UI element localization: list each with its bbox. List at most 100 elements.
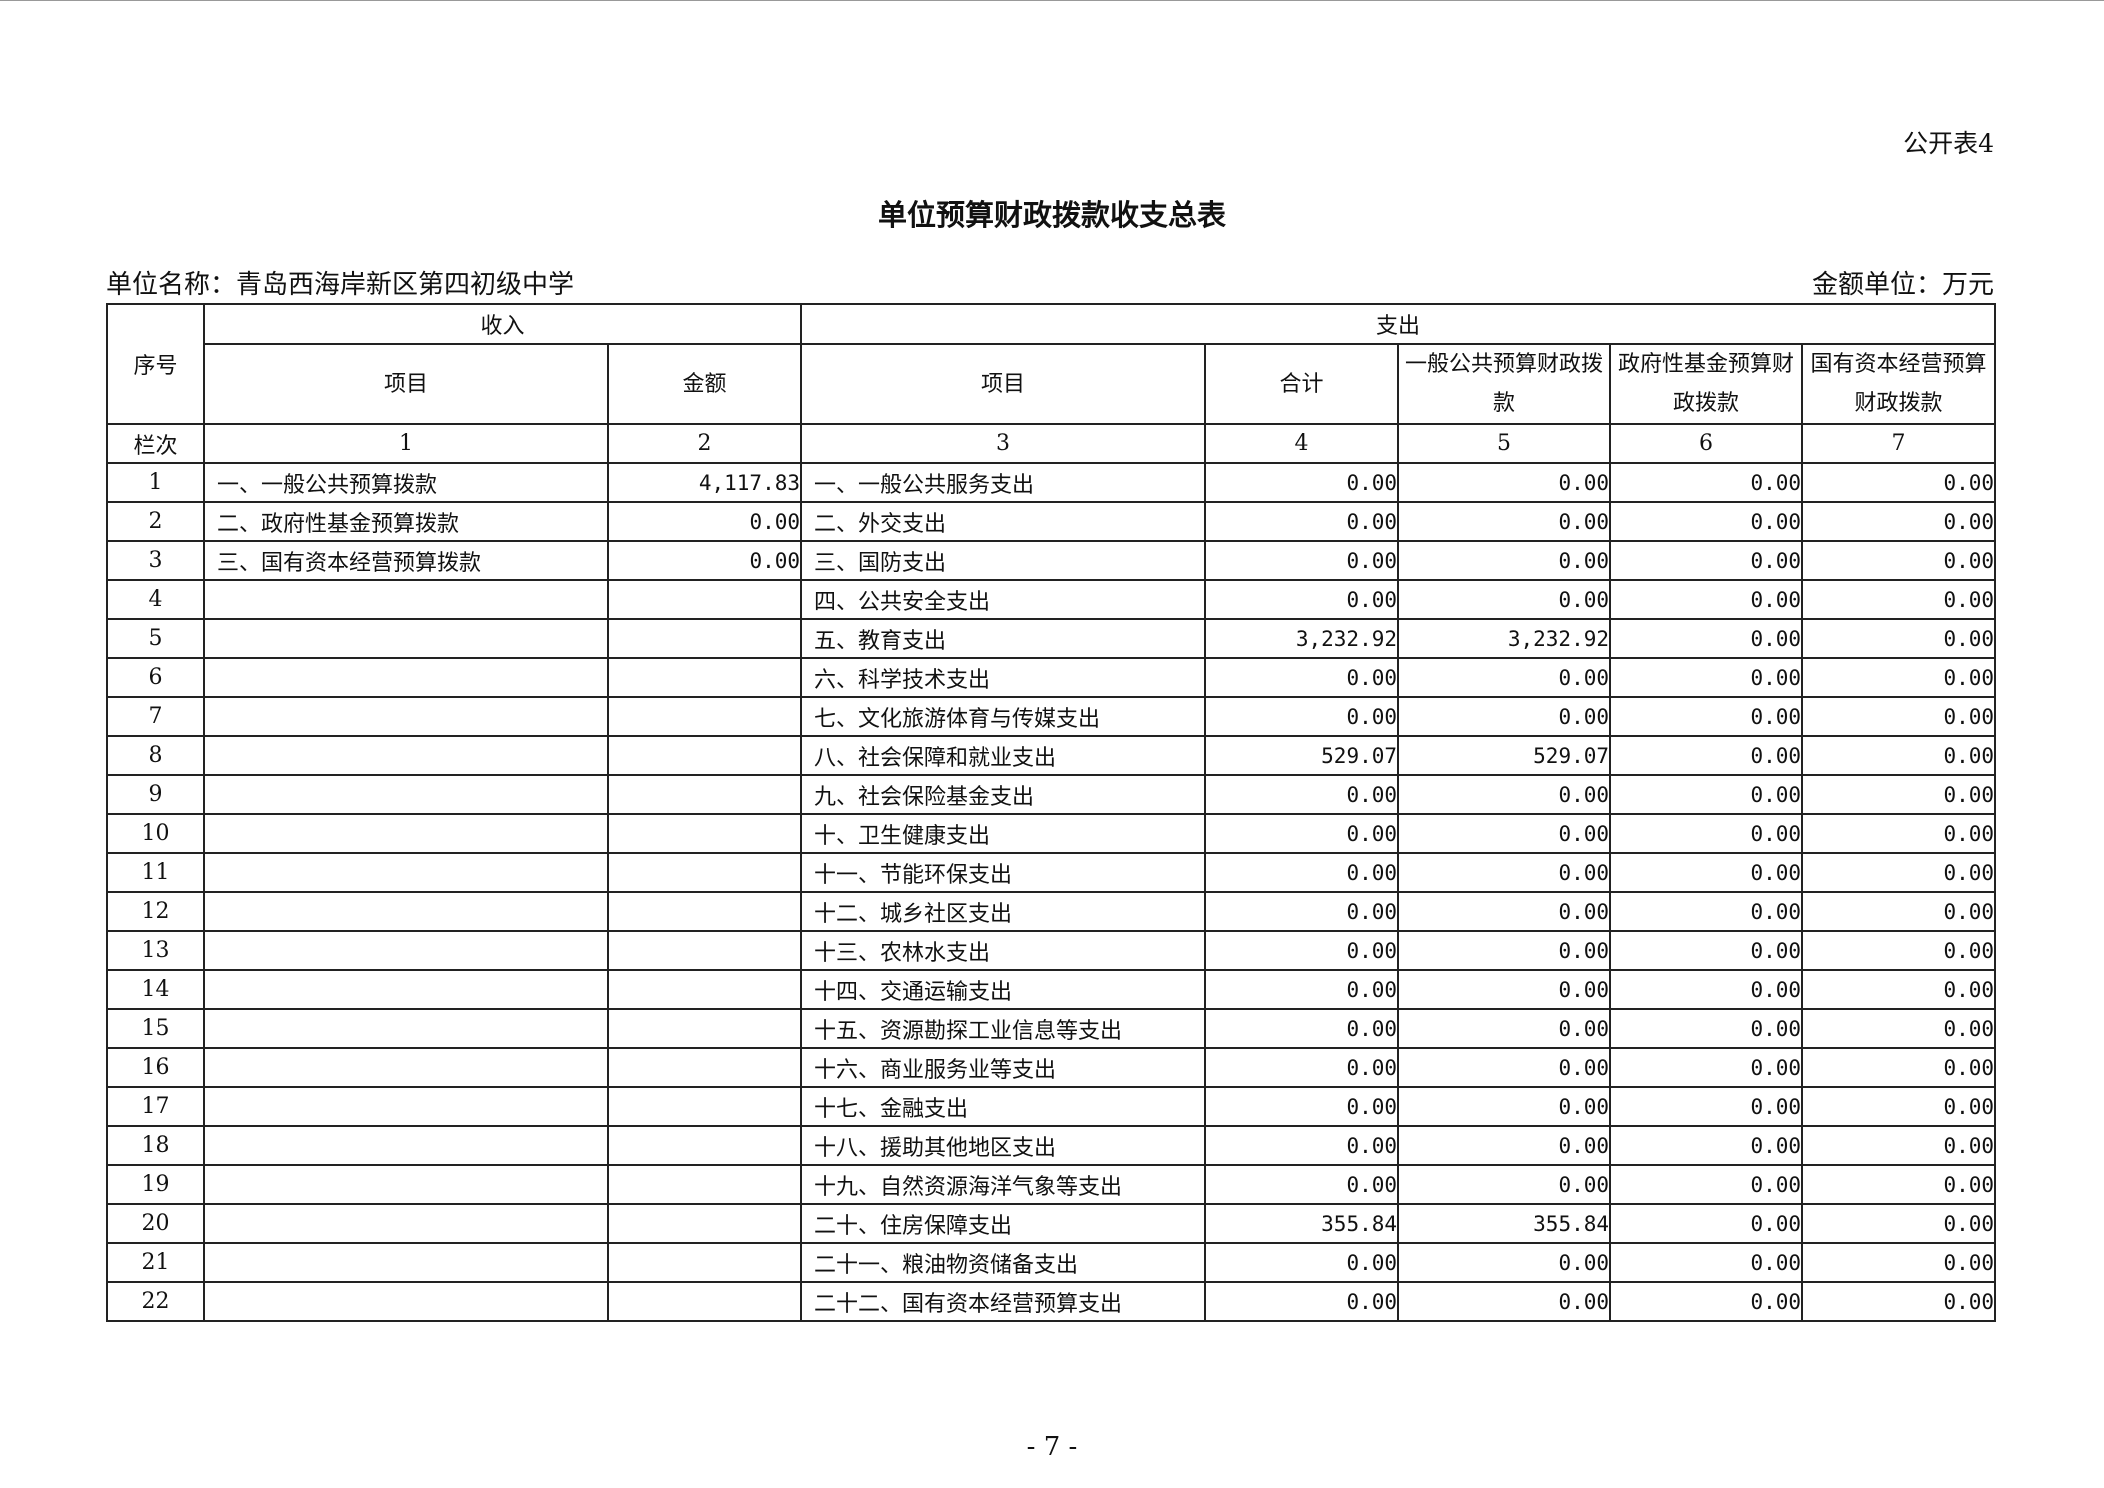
expense-state-capital: 0.00 [1801, 1125, 1997, 1166]
expense-general: 0.00 [1397, 774, 1612, 815]
expense-total: 0.00 [1204, 1281, 1400, 1322]
income-item [203, 852, 609, 893]
table-row: 11 十一、节能环保支出 0.00 0.00 0.00 0.00 [106, 852, 1997, 893]
income-item [203, 1047, 609, 1088]
table-row: 3 三、国有资本经营预算拨款 0.00 三、国防支出 0.00 0.00 0.00 0.00 [106, 540, 1997, 581]
row-seq: 5 [106, 618, 205, 659]
expense-total: 0.00 [1204, 696, 1400, 737]
row-seq: 18 [106, 1125, 205, 1166]
expense-total: 3,232.92 [1204, 618, 1400, 659]
expense-total: 0.00 [1204, 501, 1400, 542]
table-row: 21 二十一、粮油物资储备支出 0.00 0.00 0.00 0.00 [106, 1242, 1997, 1283]
expense-state-capital: 0.00 [1801, 618, 1997, 659]
row-seq: 13 [106, 930, 205, 971]
income-amount [606, 1203, 803, 1244]
header-expense-item: 项目 [800, 343, 1207, 425]
expense-total: 0.00 [1204, 930, 1400, 971]
row-seq: 3 [106, 540, 205, 581]
expense-general: 0.00 [1397, 1047, 1612, 1088]
income-item: 三、国有资本经营预算拨款 [203, 540, 609, 581]
col-num: 4 [1204, 423, 1400, 464]
income-item [203, 657, 609, 698]
expense-item: 十三、农林水支出 [800, 930, 1207, 971]
expense-item: 二十二、国有资本经营预算支出 [800, 1281, 1207, 1322]
header-fund: 政府性基金预算财政拨款 [1609, 343, 1804, 425]
header-income-amount: 金额 [606, 343, 803, 425]
expense-general: 0.00 [1397, 540, 1612, 581]
row-seq: 9 [106, 774, 205, 815]
expense-item: 十四、交通运输支出 [800, 969, 1207, 1010]
table-row: 13 十三、农林水支出 0.00 0.00 0.00 0.00 [106, 930, 1997, 971]
expense-general: 529.07 [1397, 735, 1612, 776]
table-row: 2 二、政府性基金预算拨款 0.00 二、外交支出 0.00 0.00 0.00 0.00 [106, 501, 1997, 542]
income-item [203, 969, 609, 1010]
expense-general: 0.00 [1397, 813, 1612, 854]
income-item: 一、一般公共预算拨款 [203, 462, 609, 503]
row-seq: 19 [106, 1164, 205, 1205]
expense-total: 0.00 [1204, 579, 1400, 620]
expense-fund: 0.00 [1609, 813, 1804, 854]
expense-total: 0.00 [1204, 1086, 1400, 1127]
table-number: 公开表4 [1903, 129, 1994, 158]
income-item [203, 1242, 609, 1283]
expense-general: 0.00 [1397, 696, 1612, 737]
page-title: 单位预算财政拨款收支总表 [877, 198, 1226, 232]
income-amount [606, 696, 803, 737]
col-num: 6 [1609, 423, 1804, 464]
table-row: 9 九、社会保险基金支出 0.00 0.00 0.00 0.00 [106, 774, 1997, 815]
income-amount [606, 618, 803, 659]
expense-general: 0.00 [1397, 1164, 1612, 1205]
expense-state-capital: 0.00 [1801, 696, 1997, 737]
header-general: 一般公共预算财政拨款 [1397, 343, 1612, 425]
income-amount [606, 735, 803, 776]
table-row: 6 六、科学技术支出 0.00 0.00 0.00 0.00 [106, 657, 1997, 698]
expense-item: 十五、资源勘探工业信息等支出 [800, 1008, 1207, 1049]
budget-table: 序号 收入 支出 项目 金额 项目 合计 一般公共预算财政拨款 政府性基金预算财… [106, 303, 1997, 1322]
expense-item: 二、外交支出 [800, 501, 1207, 542]
expense-fund: 0.00 [1609, 1125, 1804, 1166]
expense-state-capital: 0.00 [1801, 1242, 1997, 1283]
expense-fund: 0.00 [1609, 1008, 1804, 1049]
expense-fund: 0.00 [1609, 1047, 1804, 1088]
table-row: 4 四、公共安全支出 0.00 0.00 0.00 0.00 [106, 579, 1997, 620]
expense-general: 0.00 [1397, 930, 1612, 971]
expense-general: 0.00 [1397, 1281, 1612, 1322]
income-item [203, 891, 609, 932]
header-state-capital: 国有资本经营预算财政拨款 [1801, 343, 1997, 425]
income-item [203, 735, 609, 776]
expense-state-capital: 0.00 [1801, 540, 1997, 581]
income-amount [606, 1008, 803, 1049]
col-num: 1 [203, 423, 609, 464]
expense-fund: 0.00 [1609, 774, 1804, 815]
expense-item: 六、科学技术支出 [800, 657, 1207, 698]
income-item [203, 1164, 609, 1205]
expense-general: 0.00 [1397, 462, 1612, 503]
expense-fund: 0.00 [1609, 579, 1804, 620]
income-amount [606, 969, 803, 1010]
expense-state-capital: 0.00 [1801, 579, 1997, 620]
row-seq: 14 [106, 969, 205, 1010]
expense-fund: 0.00 [1609, 462, 1804, 503]
table-row: 10 十、卫生健康支出 0.00 0.00 0.00 0.00 [106, 813, 1997, 854]
expense-general: 0.00 [1397, 1086, 1612, 1127]
expense-state-capital: 0.00 [1801, 774, 1997, 815]
expense-fund: 0.00 [1609, 501, 1804, 542]
expense-fund: 0.00 [1609, 969, 1804, 1010]
expense-state-capital: 0.00 [1801, 1008, 1997, 1049]
expense-item: 八、社会保障和就业支出 [800, 735, 1207, 776]
expense-state-capital: 0.00 [1801, 1203, 1997, 1244]
income-item [203, 1125, 609, 1166]
header-income-item: 项目 [203, 343, 609, 425]
table-row: 12 十二、城乡社区支出 0.00 0.00 0.00 0.00 [106, 891, 1997, 932]
expense-total: 0.00 [1204, 891, 1400, 932]
income-amount [606, 1242, 803, 1283]
expense-item: 十六、商业服务业等支出 [800, 1047, 1207, 1088]
row-seq: 6 [106, 657, 205, 698]
header-expense: 支出 [800, 303, 1997, 345]
expense-fund: 0.00 [1609, 930, 1804, 971]
expense-item: 十八、援助其他地区支出 [800, 1125, 1207, 1166]
income-item: 二、政府性基金预算拨款 [203, 501, 609, 542]
expense-state-capital: 0.00 [1801, 1047, 1997, 1088]
expense-total: 0.00 [1204, 462, 1400, 503]
expense-general: 0.00 [1397, 891, 1612, 932]
